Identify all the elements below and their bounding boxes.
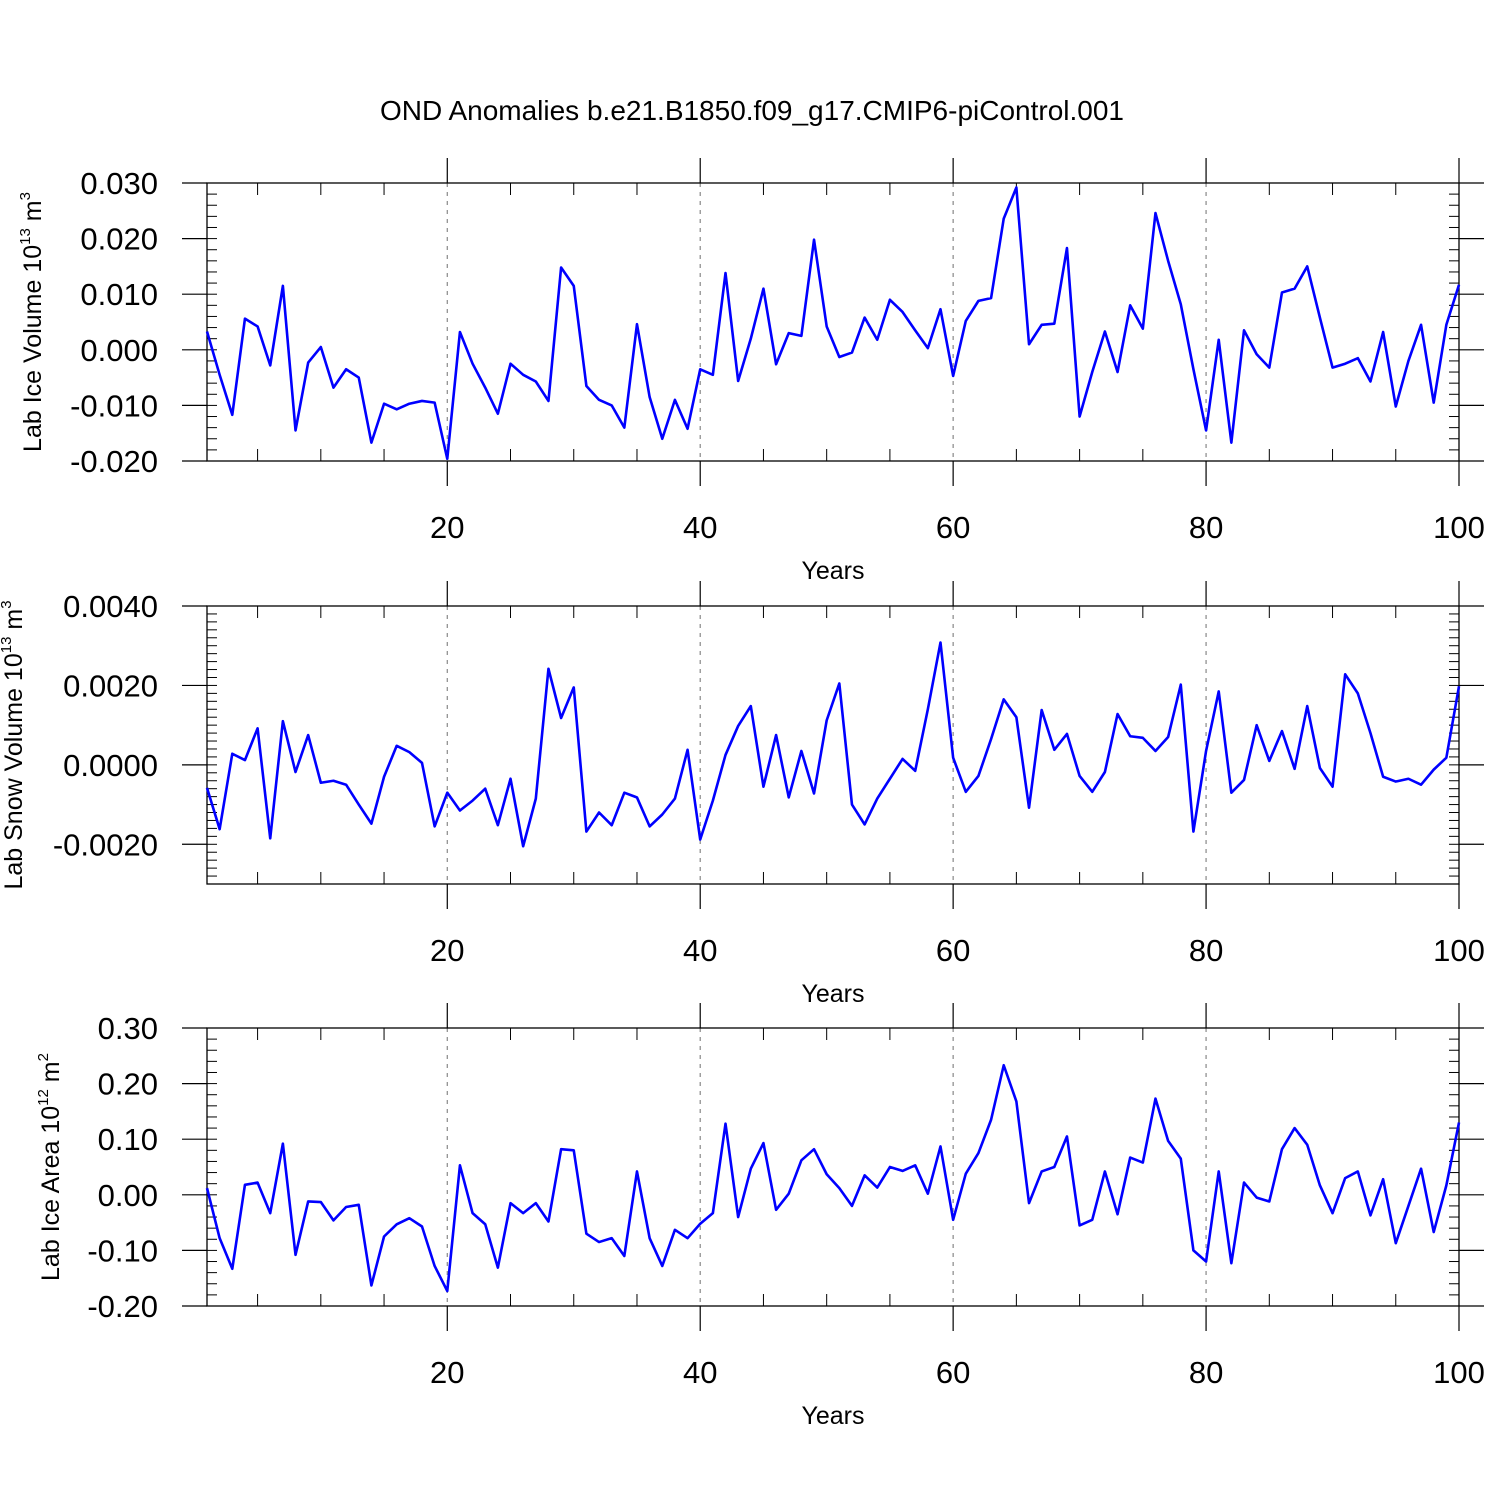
y-tick-label: 0.0040: [63, 589, 158, 624]
x-axis-label: Years: [801, 980, 864, 1008]
y-tick-label: -0.20: [87, 1289, 158, 1324]
x-tick-label: 40: [683, 1355, 717, 1390]
y-tick-label: 0.0020: [63, 668, 158, 703]
y-label-text: Lab Ice Volume 10: [19, 245, 47, 452]
y-tick-label: 0.020: [80, 222, 158, 257]
y-label-text: Lab Ice Area 10: [37, 1106, 65, 1281]
plot-frame: [206, 605, 1460, 885]
panel-3: 20 40 60 80 100 -0.20 -0.10 0.00 0.10 0.20 0.30 Yea…: [35, 1003, 1485, 1430]
x-axis-label: Years: [801, 1402, 864, 1430]
y-tick-label: -0.10: [87, 1233, 158, 1268]
x-tick-label: 40: [683, 510, 717, 545]
y-label-text: m: [0, 609, 28, 637]
x-tick-label: 80: [1189, 1355, 1223, 1390]
x-tick-label: 20: [430, 933, 464, 968]
y-tick-label: 0.10: [98, 1122, 158, 1157]
x-tick-label: 60: [936, 1355, 970, 1390]
x-tick-label: 20: [430, 510, 464, 545]
y-tick-label: 0.30: [98, 1011, 158, 1046]
series-line: [205, 186, 1461, 461]
x-tick-label: 60: [936, 933, 970, 968]
x-tick-label: 60: [936, 510, 970, 545]
x-tick-label: 80: [1189, 933, 1223, 968]
y-tick-label: 0.0000: [63, 748, 158, 783]
plot-frame: [206, 1027, 1460, 1307]
y-tick-label: -0.0020: [53, 827, 158, 862]
y-tick-label: 0.000: [80, 333, 158, 368]
y-label-superscript: 2: [35, 1053, 52, 1061]
y-label-superscript: 12: [35, 1089, 52, 1106]
y-tick-label: 0.00: [98, 1178, 158, 1213]
y-label-text: m: [19, 200, 47, 228]
panel-2: 20 40 60 80 100 -0.0020 0.0000 0.0020 0.0040 Year…: [0, 581, 1485, 1008]
panel-1: 20 40 60 80 100 -0.020 -0.010 0.000 0.010 0.020 0.…: [17, 158, 1485, 585]
y-tick-label: -0.020: [70, 444, 158, 479]
x-tick-label: 80: [1189, 510, 1223, 545]
x-tick-label: 100: [1433, 510, 1485, 545]
series-line: [205, 1063, 1461, 1293]
y-label-superscript: 3: [17, 192, 34, 200]
y-tick-label: 0.010: [80, 277, 158, 312]
y-tick-label: -0.010: [70, 388, 158, 423]
x-tick-label: 40: [683, 933, 717, 968]
plot-frame: [206, 182, 1460, 462]
x-axis-label: Years: [801, 557, 864, 585]
x-tick-label: 100: [1433, 1355, 1485, 1390]
y-label-superscript: 3: [0, 600, 15, 608]
figure-title: OND Anomalies b.e21.B1850.f09_g17.CMIP6-…: [380, 95, 1124, 126]
x-tick-label: 100: [1433, 933, 1485, 968]
x-tick-label: 20: [430, 1355, 464, 1390]
panels: 20 40 60 80 100 -0.020 -0.010 0.000 0.010 0.020 0.…: [0, 158, 1485, 1430]
y-axis-label: Lab Snow Volume 1013 m3: [0, 600, 28, 889]
y-tick-label: 0.20: [98, 1067, 158, 1102]
y-axis-label: Lab Ice Area 1012 m2: [35, 1053, 65, 1281]
y-axis-label: Lab Ice Volume 1013 m3: [17, 192, 47, 452]
y-label-superscript: 13: [17, 228, 34, 245]
y-tick-label: 0.030: [80, 166, 158, 201]
y-label-text: Lab Snow Volume 10: [0, 653, 28, 889]
y-label-text: m: [37, 1061, 65, 1089]
series-line: [205, 641, 1461, 848]
y-label-superscript: 13: [0, 637, 15, 654]
